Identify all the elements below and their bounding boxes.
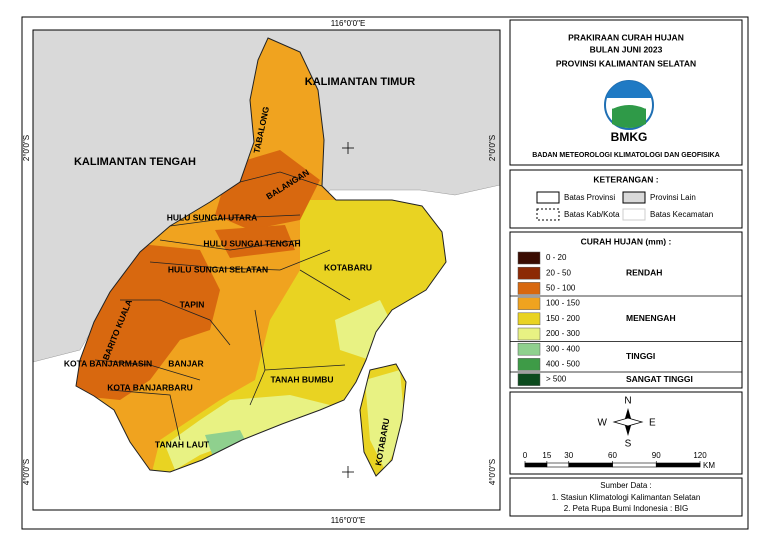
region-label: TANAH LAUT xyxy=(155,439,210,449)
coord-label: 4°0'0"S xyxy=(488,459,497,485)
province-swatch xyxy=(536,191,560,204)
legend-title: KETERANGAN : xyxy=(593,174,658,184)
legend-item: Batas Kab/Kota xyxy=(564,210,620,219)
class-group: MENENGAH xyxy=(626,313,676,323)
logo-text: BMKG xyxy=(611,130,648,144)
agency-name: BADAN METEOROLOGI KLIMATOLOGI DAN GEOFIS… xyxy=(532,152,720,159)
class-swatch xyxy=(517,327,541,341)
grid-crosses xyxy=(342,142,354,478)
scale-label: 120 xyxy=(693,451,707,460)
class-swatch xyxy=(517,297,541,310)
region-label: KALIMANTAN TIMUR xyxy=(305,76,415,88)
zone-50-100 xyxy=(215,225,295,258)
region-label: TAPIN xyxy=(180,299,205,309)
compass-n: N xyxy=(624,396,631,407)
class-label: 200 - 300 xyxy=(546,329,580,338)
class-label: 150 - 200 xyxy=(546,314,580,323)
scale-label: 0 xyxy=(523,451,528,460)
compass-w: W xyxy=(598,418,608,429)
scale-label: 15 xyxy=(542,451,551,460)
source-item: 2. Peta Rupa Bumi Indonesia : BIG xyxy=(564,504,689,513)
bmkg-logo xyxy=(604,80,654,130)
region-label: HULU SUNGAI TENGAH xyxy=(203,238,300,248)
class-swatch xyxy=(517,266,541,280)
class-label: 100 - 150 xyxy=(546,299,580,308)
scale-label: 90 xyxy=(652,451,661,460)
other-province-swatch xyxy=(622,191,646,204)
region-label: TANAH BUMBU xyxy=(270,374,333,384)
source-title: Sumber Data : xyxy=(600,481,652,490)
compass xyxy=(612,408,644,436)
legend-item: Batas Kecamatan xyxy=(650,210,713,219)
region-label: KALIMANTAN TENGAH xyxy=(74,156,196,168)
source-panel xyxy=(509,477,743,517)
regency-boundaries xyxy=(94,171,351,441)
class-label: 400 - 500 xyxy=(546,360,580,369)
scale-label: 60 xyxy=(608,451,617,460)
scale-segment xyxy=(655,462,701,468)
compass-scale-panel xyxy=(509,391,743,475)
scale-segment xyxy=(524,462,548,468)
zone-200-300 xyxy=(165,395,330,470)
class-swatch xyxy=(517,342,541,356)
region-label: HULU SUNGAI SELATAN xyxy=(168,264,268,274)
class-swatch xyxy=(517,358,541,371)
class-swatch xyxy=(517,282,541,295)
scale-segment xyxy=(568,462,613,468)
class-swatch xyxy=(517,373,541,386)
class-label: 300 - 400 xyxy=(546,344,580,353)
region-label: HULU SUNGAI UTARA xyxy=(167,212,258,222)
title-line: BULAN JUNI 2023 xyxy=(590,44,663,54)
title-line: PROVINSI KALIMANTAN SELATAN xyxy=(556,58,696,68)
coord-label: 116°0'0"E xyxy=(331,516,366,525)
scale-label: 30 xyxy=(564,451,573,460)
legend-item: Provinsi Lain xyxy=(650,193,696,202)
zone-200-300 xyxy=(365,370,405,470)
class-label: 20 - 50 xyxy=(546,268,571,277)
class-swatch xyxy=(517,312,541,326)
class-group: SANGAT TINGGI xyxy=(626,374,693,384)
compass-s: S xyxy=(625,439,632,450)
compass-e: E xyxy=(649,418,656,429)
class-label: 50 - 100 xyxy=(546,284,576,293)
region-label: KOTABARU xyxy=(324,262,372,272)
class-label: 0 - 20 xyxy=(546,253,567,262)
rainfall-legend-title: CURAH HUJAN (mm) : xyxy=(581,236,672,246)
coord-label: 4°0'0"S xyxy=(22,459,31,485)
class-swatch xyxy=(517,251,541,265)
coord-label: 116°0'0"E xyxy=(331,19,366,28)
regency-swatch xyxy=(536,208,560,221)
region-label: BANJAR xyxy=(168,358,203,368)
coord-label: 2°0'0"S xyxy=(22,135,31,161)
scale-unit: KM xyxy=(703,461,715,470)
source-item: 1. Stasiun Klimatologi Kalimantan Selata… xyxy=(552,493,701,502)
region-label: KOTA BANJARBARU xyxy=(107,382,192,392)
class-group: TINGGI xyxy=(626,351,655,361)
map-frame xyxy=(32,29,501,511)
rainfall-classes: 0 - 20 20 - 50 50 - 100 100 - 150 150 - 200 2… xyxy=(510,251,742,386)
coord-label: 2°0'0"S xyxy=(488,135,497,161)
class-group: RENDAH xyxy=(626,267,662,277)
district-swatch xyxy=(622,208,646,221)
scale-segment xyxy=(612,462,657,468)
rainfall-legend-panel xyxy=(509,231,743,389)
legend-item: Batas Provinsi xyxy=(564,193,615,202)
scale-segment xyxy=(546,462,570,468)
title-line: PRAKIRAAN CURAH HUJAN xyxy=(568,32,684,42)
class-label: > 500 xyxy=(546,375,567,384)
region-label: KOTA BANJARMASIN xyxy=(64,358,152,368)
outer-border xyxy=(21,16,749,530)
